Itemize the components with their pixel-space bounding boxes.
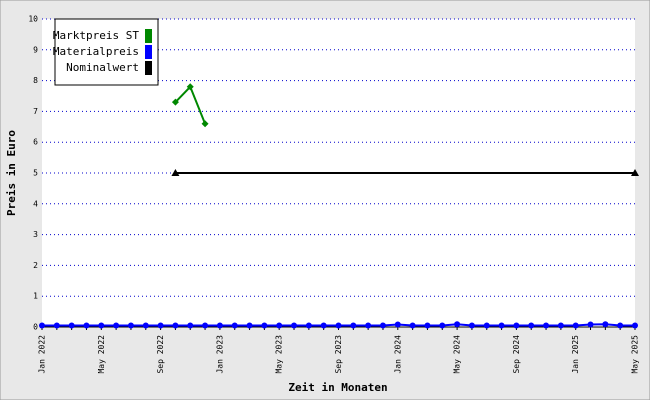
marker — [202, 322, 209, 329]
marker — [543, 322, 550, 329]
x-axis-label: Zeit in Monaten — [288, 381, 387, 394]
x-tick-label: Jan 2025 — [571, 335, 580, 374]
x-tick-label: May 2025 — [631, 335, 640, 374]
x-tick-label: Sep 2022 — [156, 335, 165, 374]
x-tick-label: Sep 2023 — [334, 335, 343, 374]
marker — [186, 83, 194, 91]
marker — [39, 322, 45, 329]
marker — [53, 322, 60, 329]
y-tick-label: 9 — [33, 45, 38, 54]
marker — [632, 322, 638, 329]
marker — [171, 98, 179, 106]
x-tick-label: Jan 2022 — [38, 335, 47, 374]
marker — [187, 322, 194, 329]
legend-swatch — [145, 61, 152, 75]
marker — [439, 322, 446, 329]
marker — [320, 322, 327, 329]
marker — [379, 322, 386, 329]
y-tick-label: 10 — [28, 15, 38, 24]
marker — [587, 321, 594, 328]
marker — [617, 322, 624, 329]
marker — [483, 322, 490, 329]
x-tick-label: May 2023 — [275, 335, 284, 374]
y-tick-label: 3 — [33, 230, 38, 239]
y-tick-label: 7 — [33, 107, 38, 116]
marker — [498, 322, 505, 329]
marker — [157, 322, 164, 329]
y-tick-label: 0 — [33, 323, 38, 332]
marker — [365, 322, 372, 329]
y-tick-label: 5 — [33, 169, 38, 178]
x-tick-label: Jan 2024 — [393, 335, 402, 374]
marker — [291, 322, 298, 329]
marker — [127, 322, 134, 329]
x-tick-label: Sep 2024 — [512, 335, 521, 374]
marker — [424, 322, 431, 329]
x-tick-label: May 2024 — [453, 335, 462, 374]
marker — [83, 322, 90, 329]
legend-label: Materialpreis — [53, 45, 139, 58]
marker — [276, 322, 283, 329]
marker — [631, 169, 639, 176]
x-tick-label: Jan 2023 — [215, 335, 224, 374]
marker — [172, 322, 179, 329]
legend-label: Nominalwert — [66, 61, 139, 74]
marker — [201, 120, 209, 128]
marker — [335, 322, 342, 329]
y-tick-label: 2 — [33, 261, 38, 270]
marker — [261, 322, 268, 329]
marker — [98, 322, 105, 329]
marker — [572, 322, 579, 329]
y-tick-label: 4 — [33, 199, 38, 208]
legend-swatch — [145, 29, 152, 43]
legend-label: Marktpreis ST — [53, 29, 139, 42]
legend-swatch — [145, 45, 152, 59]
y-tick-label: 8 — [33, 76, 38, 85]
marker — [68, 322, 75, 329]
marker — [305, 322, 312, 329]
marker — [454, 321, 461, 328]
marker — [350, 322, 357, 329]
marker — [528, 322, 535, 329]
marker — [171, 169, 180, 176]
y-tick-label: 6 — [33, 138, 38, 147]
y-tick-label: 1 — [33, 292, 38, 301]
marker — [409, 322, 416, 329]
marker — [142, 322, 149, 329]
marker — [113, 322, 120, 329]
marker — [468, 322, 475, 329]
marker — [394, 321, 401, 328]
marker — [513, 322, 520, 329]
marker — [216, 322, 223, 329]
y-axis-label: Preis in Euro — [5, 130, 18, 216]
marker — [602, 321, 609, 328]
marker — [246, 322, 253, 329]
marker — [231, 322, 238, 329]
legend-box — [54, 18, 159, 86]
marker — [557, 322, 564, 329]
x-tick-label: May 2022 — [97, 335, 106, 374]
